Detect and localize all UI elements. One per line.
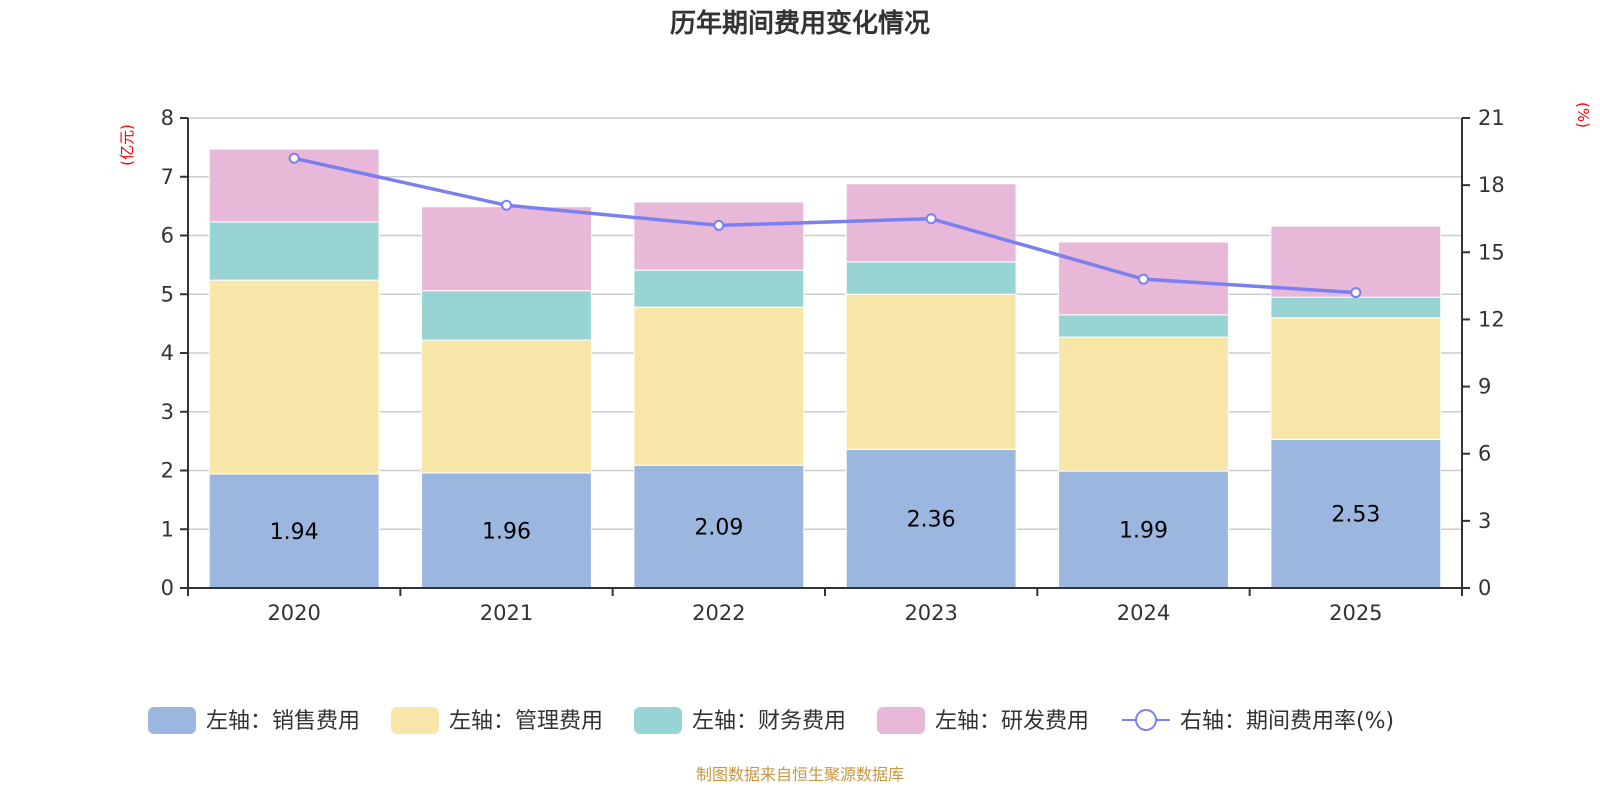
rate-point (1138, 273, 1149, 285)
rate-line-path (293, 156, 1356, 295)
bar-segment (1270, 317, 1442, 440)
x-tick-label: 2021 (480, 601, 533, 625)
rate-point (713, 219, 725, 231)
bar-value-label: 2.36 (907, 508, 956, 533)
bar-value-label: 1.94 (270, 520, 319, 545)
chart-title: 历年期间费用变化情况 (670, 8, 930, 39)
legend-item[interactable]: 左轴：销售费用 (148, 707, 360, 734)
legend-item[interactable]: 右轴：期间费用率(%) (1122, 709, 1394, 734)
rate-point (501, 199, 512, 211)
left-tick-label: 6 (161, 224, 174, 248)
bar-segment (1270, 225, 1442, 298)
bar-value-label: 1.99 (1119, 519, 1168, 544)
x-tick-label: 2025 (1329, 601, 1382, 625)
bar-segment (421, 472, 592, 589)
left-tick-label: 0 (161, 576, 174, 600)
left-tick-label: 8 (161, 106, 174, 130)
bar-segment (421, 290, 592, 341)
bar-segment (633, 269, 805, 308)
rate-line (288, 152, 1362, 299)
left-tick-label: 2 (161, 459, 174, 483)
bar-segment (208, 279, 380, 475)
right-tick-label: 9 (1478, 375, 1491, 399)
bar-value-label: 2.09 (694, 516, 743, 541)
right-tick-label: 0 (1478, 576, 1491, 600)
legend-swatch (148, 707, 196, 734)
bar-segment (633, 306, 805, 466)
data-labels: 1.94 1.96 2.09 2.36 1.99 2.53 (270, 503, 1381, 545)
rate-point (288, 152, 300, 164)
legend-label: 左轴：销售费用 (206, 709, 360, 734)
legend-item[interactable]: 左轴：研发费用 (877, 707, 1089, 734)
bar-segment (633, 201, 805, 271)
legend-label: 右轴：期间费用率(%) (1180, 709, 1394, 734)
bar-value-label: 2.53 (1331, 503, 1380, 528)
left-tick-label: 1 (161, 517, 174, 541)
right-tick-label: 15 (1478, 240, 1505, 264)
right-axis-unit: (%) (1574, 102, 1592, 128)
bar-segment (421, 339, 592, 474)
bar-segment (845, 448, 1017, 589)
x-tick-label: 2022 (692, 601, 745, 625)
right-tick-label: 6 (1478, 442, 1491, 466)
x-tick-label: 2024 (1117, 601, 1170, 625)
legend-circle-icon (1135, 709, 1157, 731)
bar-segment (1058, 336, 1229, 472)
bar-segment (421, 206, 592, 292)
x-tick-label: 2023 (904, 601, 957, 625)
rate-point (925, 213, 937, 225)
legend: 左轴：销售费用 左轴：管理费用 左轴：财务费用 左轴：研发费用 右轴：期间费用率(%) (148, 707, 1394, 734)
bar-value-label: 1.96 (482, 519, 531, 544)
legend-swatch (391, 707, 439, 734)
grid-lines (188, 117, 1462, 530)
bar-segment (1058, 314, 1229, 338)
legend-item[interactable]: 左轴：财务费用 (634, 707, 846, 734)
legend-label: 左轴：管理费用 (449, 709, 603, 734)
left-tick-label: 4 (161, 341, 174, 365)
right-tick-label: 18 (1478, 173, 1505, 197)
left-tick-label: 3 (161, 400, 174, 424)
right-tick-label: 21 (1478, 106, 1505, 130)
right-tick-label: 3 (1478, 509, 1491, 533)
bar-segment (208, 473, 380, 589)
legend-label: 左轴：财务费用 (692, 709, 846, 734)
legend-swatch (877, 707, 925, 734)
rate-point (1350, 287, 1362, 299)
right-tick-label: 12 (1478, 307, 1505, 331)
bar-segment (208, 221, 380, 281)
left-tick-label: 5 (161, 282, 174, 306)
legend-label: 左轴：研发费用 (935, 709, 1089, 734)
legend-item[interactable]: 左轴：管理费用 (391, 707, 603, 734)
source-note: 制图数据来自恒生聚源数据库 (696, 765, 904, 784)
bar-segment (633, 464, 805, 589)
legend-swatch (634, 707, 682, 734)
bars (208, 148, 1442, 589)
left-tick-label: 7 (161, 165, 174, 189)
bar-segment (845, 261, 1017, 295)
bar-segment (845, 293, 1017, 450)
x-tick-label: 2020 (267, 601, 320, 625)
left-axis-unit: (亿元) (118, 124, 136, 166)
bar-segment (1270, 296, 1442, 319)
